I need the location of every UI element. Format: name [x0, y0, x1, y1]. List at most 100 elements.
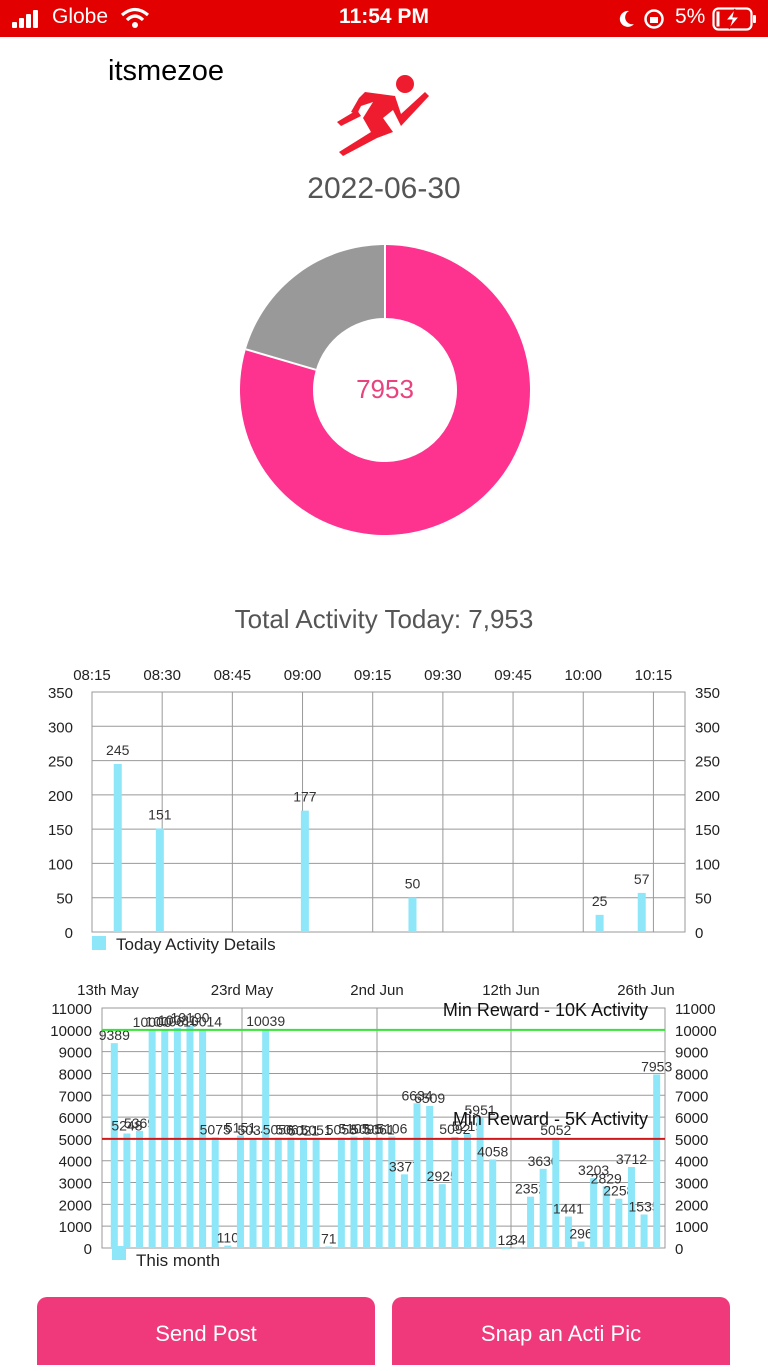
- x-tick-label: 08:30: [143, 667, 181, 684]
- reference-line-label: Min Reward - 10K Activity: [443, 1000, 648, 1020]
- y-tick-label-left: 10000: [50, 1023, 92, 1040]
- send-post-button[interactable]: Send Post: [37, 1297, 375, 1365]
- bar: [363, 1137, 370, 1248]
- y-tick-label-right: 11000: [675, 1001, 716, 1018]
- bar: [578, 1242, 585, 1248]
- y-tick-label-right: 50: [695, 891, 712, 908]
- y-tick-label-right: 250: [695, 754, 720, 771]
- bar-value-label: 6509: [414, 1090, 445, 1106]
- bar-value-label: 10039: [246, 1013, 285, 1029]
- bar: [615, 1199, 622, 1248]
- y-tick-label-left: 11000: [51, 1001, 92, 1018]
- bar: [514, 1247, 521, 1248]
- legend-label: This month: [136, 1251, 220, 1270]
- bar-value-label: 3712: [616, 1151, 647, 1167]
- y-tick-label-right: 9000: [675, 1045, 708, 1062]
- y-tick-label-right: 200: [695, 788, 720, 805]
- bar: [301, 811, 309, 932]
- bar: [653, 1074, 660, 1248]
- y-tick-label-left: 100: [48, 856, 73, 873]
- legend-label: Today Activity Details: [116, 935, 276, 954]
- bar: [313, 1138, 320, 1248]
- y-tick-label-right: 5000: [675, 1132, 708, 1149]
- moon-icon: [616, 9, 636, 29]
- y-tick-label-left: 350: [48, 685, 73, 702]
- bar: [451, 1137, 458, 1248]
- y-tick-label-left: 50: [56, 891, 73, 908]
- donut-remaining-segment: [246, 245, 385, 370]
- snap-acti-pic-button[interactable]: Snap an Acti Pic: [392, 1297, 730, 1365]
- bar-value-label: 1441: [553, 1201, 584, 1217]
- x-tick-label: 13th May: [77, 982, 139, 999]
- y-tick-label-left: 4000: [59, 1154, 92, 1171]
- bar: [596, 915, 604, 932]
- bar-value-label: 7953: [641, 1058, 672, 1074]
- x-tick-label: 12th Jun: [482, 982, 540, 999]
- y-tick-label-left: 150: [48, 822, 73, 839]
- bar: [638, 893, 646, 932]
- y-tick-label-left: 0: [84, 1241, 92, 1258]
- x-tick-label: 08:15: [73, 667, 111, 684]
- bar: [350, 1137, 357, 1248]
- bar: [300, 1138, 307, 1248]
- reference-line-label: Min Reward - 5K Activity: [453, 1109, 648, 1129]
- x-tick-label: 26th Jun: [617, 982, 675, 999]
- y-tick-label-right: 350: [695, 685, 720, 702]
- y-tick-label-left: 3000: [59, 1176, 92, 1193]
- bar: [123, 1133, 130, 1248]
- y-tick-label-right: 7000: [675, 1088, 708, 1105]
- bar: [186, 1026, 193, 1248]
- bar: [540, 1169, 547, 1248]
- runner-icon: [333, 70, 433, 158]
- bar: [156, 828, 164, 932]
- bar-value-label: 50: [405, 876, 421, 892]
- orientation-lock-icon: [643, 8, 665, 30]
- x-tick-label: 08:45: [214, 667, 252, 684]
- bar: [111, 1043, 118, 1248]
- battery-charging-icon: [712, 6, 758, 32]
- bar-value-label: 151: [148, 806, 172, 822]
- bar: [325, 1246, 332, 1248]
- bar: [376, 1138, 383, 1248]
- legend-swatch: [112, 1246, 126, 1260]
- username: itsmezoe: [108, 55, 224, 88]
- bar-value-label: 71: [321, 1230, 337, 1246]
- x-tick-label: 23rd May: [211, 982, 274, 999]
- x-tick-label: 09:15: [354, 667, 392, 684]
- bar: [401, 1174, 408, 1248]
- bar-value-label: 5106: [376, 1121, 407, 1137]
- bar: [502, 1248, 509, 1249]
- battery-percent: 5%: [675, 5, 705, 29]
- bar-value-label: 57: [634, 871, 650, 887]
- legend-swatch: [92, 936, 106, 950]
- bar-value-label: 177: [293, 789, 317, 805]
- bar-value-label: 110: [217, 1230, 240, 1246]
- y-tick-label-left: 6000: [59, 1110, 92, 1127]
- bar-value-label: 25: [592, 893, 608, 909]
- month-activity-chart: 0 0 1000 1000 2000 2000 3000 3000 4000 4000 5000 50…: [0, 978, 768, 1278]
- bar: [250, 1138, 257, 1248]
- bar: [439, 1184, 446, 1248]
- bar: [552, 1138, 559, 1248]
- bar: [136, 1131, 143, 1248]
- bar-value-label: 245: [106, 742, 130, 758]
- bar: [464, 1134, 471, 1248]
- bar: [590, 1178, 597, 1248]
- y-tick-label-left: 250: [48, 754, 73, 771]
- bar-value-label: 10014: [183, 1014, 222, 1030]
- bar-value-label: 296: [569, 1226, 593, 1242]
- bar: [275, 1138, 282, 1248]
- bar: [414, 1103, 421, 1248]
- bar: [489, 1159, 496, 1248]
- x-tick-label: 09:00: [284, 667, 322, 684]
- bar-value-label: 34: [510, 1231, 526, 1247]
- bar: [114, 764, 122, 932]
- y-tick-label-left: 300: [48, 719, 73, 736]
- y-tick-label-right: 100: [695, 856, 720, 873]
- bar: [408, 898, 416, 932]
- y-tick-label-left: 9000: [59, 1045, 92, 1062]
- today-activity-chart: 0 050 50100 100150 150200 200250 250300 300350 3…: [0, 660, 768, 960]
- y-tick-label-right: 4000: [675, 1154, 708, 1171]
- bar: [388, 1137, 395, 1248]
- x-tick-label: 2nd Jun: [350, 982, 403, 999]
